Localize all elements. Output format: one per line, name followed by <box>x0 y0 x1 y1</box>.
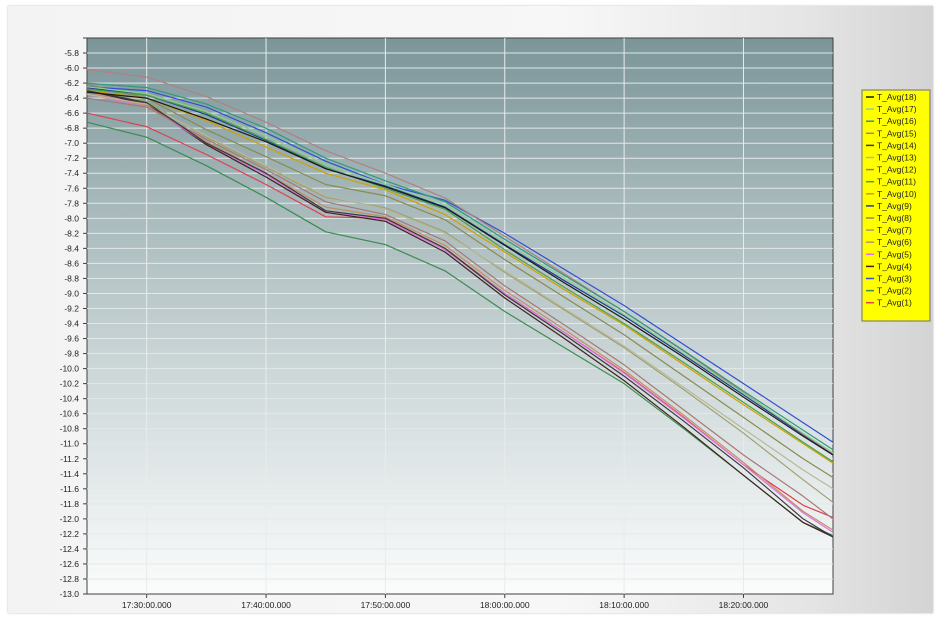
series-line <box>86 90 834 538</box>
legend-label: T_Avg(13) <box>877 153 917 163</box>
legend-item[interactable]: T_Avg(6) <box>866 237 912 247</box>
legend-label: T_Avg(2) <box>877 286 912 296</box>
legend-item[interactable]: T_Avg(16) <box>866 116 917 126</box>
legend-item[interactable]: T_Avg(9) <box>866 201 912 211</box>
legend-label: T_Avg(14) <box>877 140 917 150</box>
y-tick-label: -12.2 <box>60 529 80 539</box>
legend-label: T_Avg(4) <box>877 261 912 271</box>
y-tick-label: -13.0 <box>60 589 80 599</box>
legend-label: T_Avg(6) <box>877 237 912 247</box>
legend-item[interactable]: T_Avg(2) <box>866 286 912 296</box>
series-line <box>86 91 834 531</box>
legend-label: T_Avg(18) <box>877 92 917 102</box>
y-tick-label: -8.8 <box>64 273 79 283</box>
y-tick-label: -7.0 <box>64 138 79 148</box>
legend[interactable]: T_Avg(18) T_Avg(17) T_Avg(16) T_Avg(15) T_Av… <box>861 89 931 322</box>
y-tick-label: -9.0 <box>64 288 79 298</box>
y-tick-label: -10.0 <box>60 364 80 374</box>
y-tick-label: -11.4 <box>60 469 79 479</box>
y-tick-label: -11.2 <box>60 454 79 464</box>
legend-item[interactable]: T_Avg(11) <box>866 177 916 187</box>
y-tick-label: -8.4 <box>64 243 79 253</box>
legend-item[interactable]: T_Avg(7) <box>866 225 912 235</box>
y-tick-label: -9.2 <box>64 303 79 313</box>
x-axis-ticks: 17:30:00.000 17:40:00.000 17:50:00.000 18:0… <box>122 594 769 610</box>
y-tick-label: -8.6 <box>64 258 79 268</box>
y-tick-label: -11.0 <box>60 439 79 449</box>
legend-label: T_Avg(3) <box>877 274 912 284</box>
legend-item[interactable]: T_Avg(8) <box>866 213 912 223</box>
legend-item[interactable]: T_Avg(1) <box>866 298 912 308</box>
series-line <box>86 97 834 520</box>
legend-label: T_Avg(7) <box>877 225 912 235</box>
y-tick-label: -6.8 <box>64 123 79 133</box>
y-tick-label: -12.8 <box>60 574 80 584</box>
y-tick-label: -7.2 <box>64 153 79 163</box>
y-tick-label: -6.6 <box>64 108 79 118</box>
y-axis-ticks: -13.0 -12.8 -12.6 -12.4 -12.2 -12.0 -11.8 -11.6… <box>60 37 87 599</box>
legend-item[interactable]: T_Avg(13) <box>866 153 917 163</box>
legend-item[interactable]: T_Avg(17) <box>866 104 917 114</box>
y-tick-label: -9.4 <box>64 319 79 329</box>
plot-area <box>86 37 834 595</box>
series-lines <box>86 69 834 538</box>
y-tick-label: -6.2 <box>64 78 79 88</box>
x-tick-label: 18:10:00.000 <box>599 600 649 610</box>
y-tick-label: -6.4 <box>64 93 79 103</box>
series-line <box>86 88 834 463</box>
legend-label: T_Avg(8) <box>877 213 912 223</box>
y-tick-label: -9.6 <box>64 334 79 344</box>
y-tick-label: -10.4 <box>60 394 80 404</box>
series-line <box>86 87 834 455</box>
y-tick-label: -7.8 <box>64 198 79 208</box>
y-tick-label: -12.0 <box>60 514 80 524</box>
legend-item[interactable]: T_Avg(4) <box>866 261 912 271</box>
legend-label: T_Avg(15) <box>877 128 917 138</box>
series-line <box>86 84 834 479</box>
series-line <box>86 86 834 454</box>
series-line <box>86 91 834 456</box>
legend-label: T_Avg(9) <box>877 201 912 211</box>
legend-item[interactable]: T_Avg(18) <box>866 92 917 102</box>
legend-item[interactable]: T_Avg(3) <box>866 274 912 284</box>
legend-label: T_Avg(17) <box>877 104 917 114</box>
series-line <box>86 90 834 538</box>
y-tick-label: -9.8 <box>64 349 79 359</box>
y-tick-label: -8.0 <box>64 213 79 223</box>
y-tick-label: -7.4 <box>64 168 79 178</box>
y-tick-label: -11.6 <box>60 484 79 494</box>
y-tick-label: -10.8 <box>60 424 80 434</box>
series-line <box>86 69 834 455</box>
y-tick-label: -5.8 <box>64 48 79 58</box>
x-tick-label: 17:50:00.000 <box>361 600 411 610</box>
x-tick-label: 17:30:00.000 <box>122 600 172 610</box>
legend-item[interactable]: T_Avg(15) <box>866 128 917 138</box>
legend-label: T_Avg(10) <box>877 189 917 199</box>
y-tick-label: -12.6 <box>60 559 80 569</box>
y-tick-label: -10.6 <box>60 409 80 419</box>
x-tick-label: 18:20:00.000 <box>719 600 769 610</box>
x-tick-label: 17:40:00.000 <box>241 600 291 610</box>
series-line <box>86 90 834 464</box>
legend-item[interactable]: T_Avg(12) <box>866 165 917 175</box>
legend-label: T_Avg(11) <box>877 177 916 187</box>
legend-item[interactable]: T_Avg(14) <box>866 140 917 150</box>
y-tick-label: -11.8 <box>60 499 79 509</box>
y-tick-label: -10.2 <box>60 379 80 389</box>
legend-label: T_Avg(12) <box>877 165 917 175</box>
legend-label: T_Avg(5) <box>877 249 912 259</box>
series-line <box>86 93 834 490</box>
y-tick-label: -7.6 <box>64 183 79 193</box>
legend-label: T_Avg(16) <box>877 116 917 126</box>
series-line <box>86 82 834 451</box>
y-tick-label: -8.2 <box>64 228 79 238</box>
y-tick-label: -6.0 <box>64 63 79 73</box>
legend-item[interactable]: T_Avg(10) <box>866 189 917 199</box>
y-tick-label: -12.4 <box>60 544 80 554</box>
x-tick-label: 18:00:00.000 <box>480 600 530 610</box>
legend-item[interactable]: T_Avg(5) <box>866 249 912 259</box>
legend-label: T_Avg(1) <box>877 298 912 308</box>
